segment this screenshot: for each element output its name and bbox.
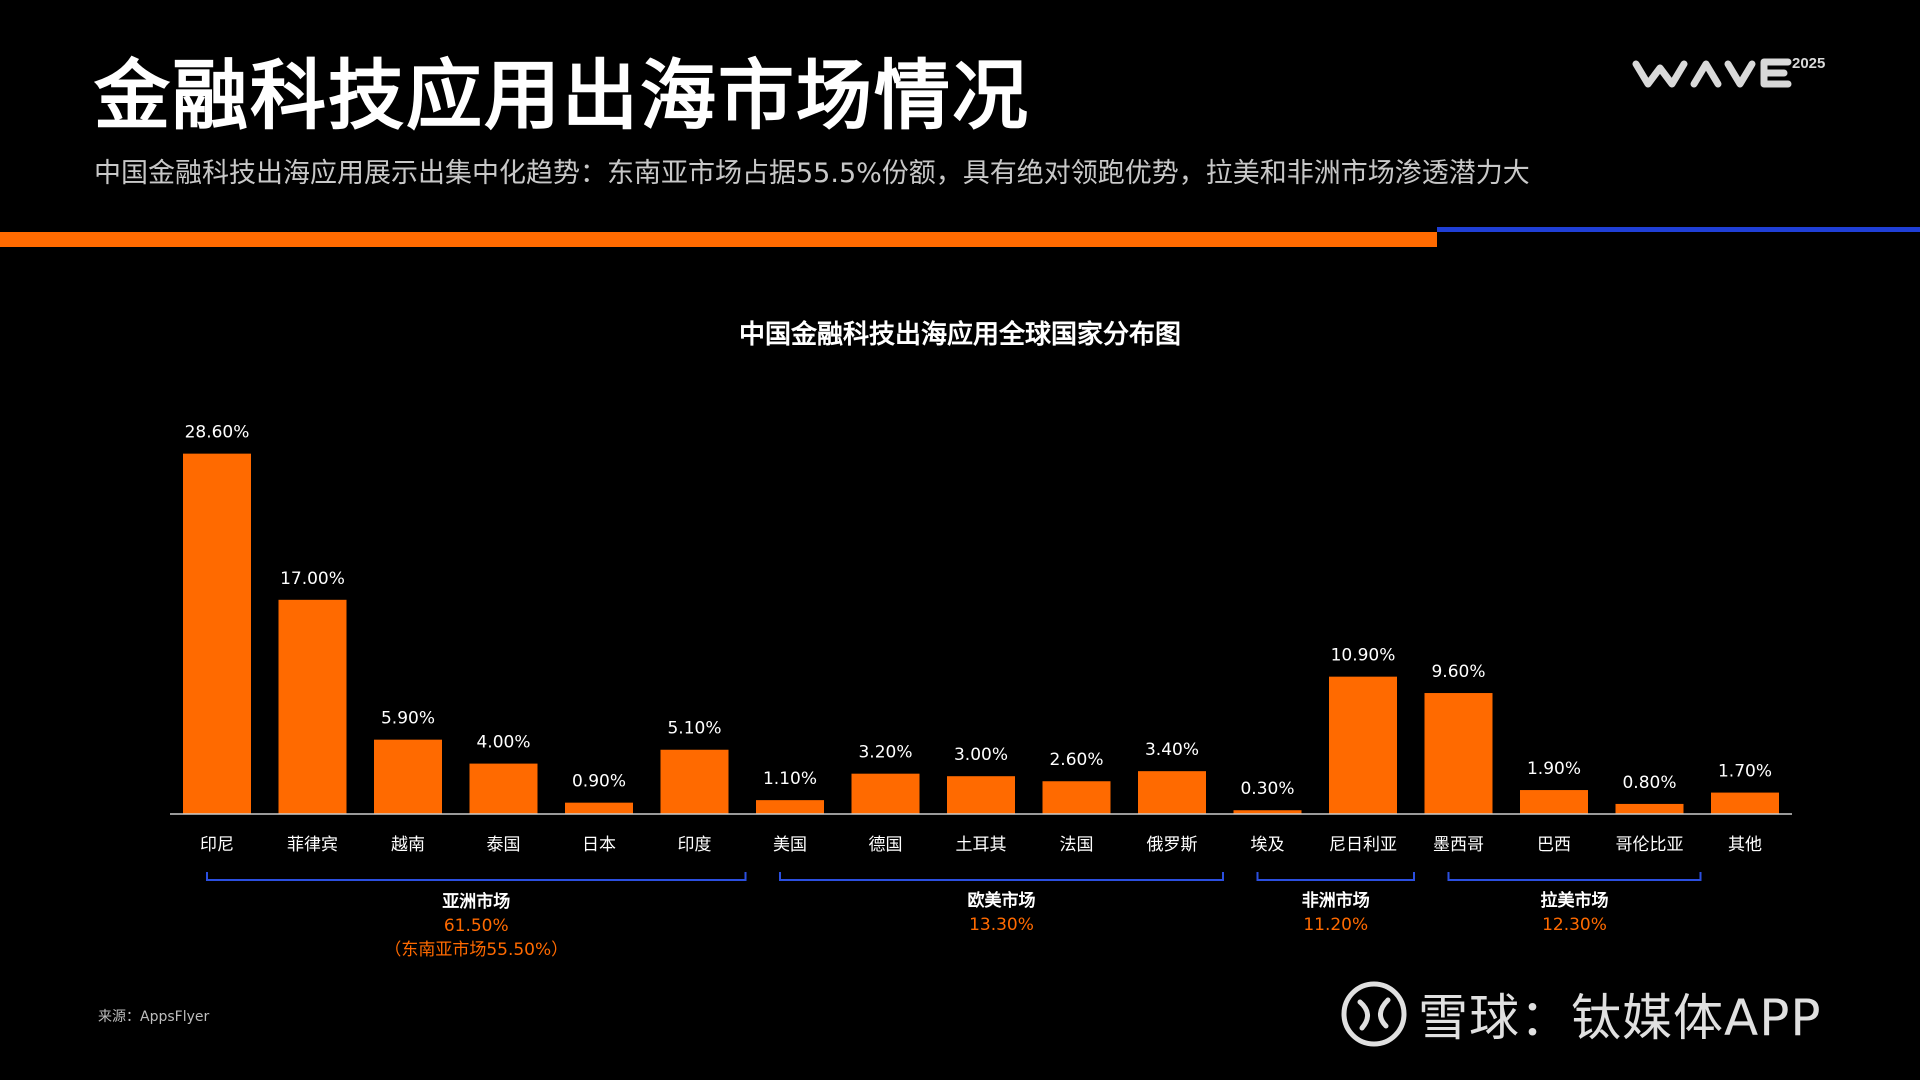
wave-logo: 2025 [1632,55,1825,88]
bar-16 [1615,803,1684,814]
value-label-14: 9.60% [1431,662,1485,682]
category-label-4: 泰国 [487,835,521,855]
value-label-7: 1.10% [763,769,817,789]
category-label-13: 尼日利亚 [1329,835,1397,855]
value-label-12: 0.30% [1240,779,1294,799]
category-label-2: 菲律宾 [287,835,338,855]
value-label-16: 0.80% [1622,773,1676,793]
bar-3 [374,739,442,814]
group-share-2: 13.30% [969,915,1034,935]
chart-title: 中国金融科技出海应用全球国家分布图 [738,320,1181,350]
bar-1 [183,453,251,814]
bar-13 [1329,676,1397,814]
category-label-3: 越南 [391,835,425,855]
group-bracket-2 [779,872,1224,881]
category-label-7: 美国 [773,835,807,855]
value-label-15: 1.90% [1527,759,1581,779]
group-bracket-3 [1256,872,1415,881]
wave-logo-year: 2025 [1792,55,1825,72]
bar-4 [469,763,538,814]
bar-17 [1711,792,1779,814]
group-share-3: 11.20% [1303,915,1368,935]
bar-6 [660,749,729,814]
snowball-logo-icon [1341,981,1407,1047]
category-label-12: 埃及 [1251,835,1285,855]
category-label-6: 印度 [678,835,712,855]
bar-8 [851,773,920,814]
watermark: 雪球：钛媒体APP [1340,981,1822,1047]
group-bracket-4 [1447,872,1702,881]
group-name-3: 非洲市场 [1302,890,1370,911]
value-label-17: 1.70% [1718,762,1772,782]
bar-chart: 28.60% 印尼 17.00% 菲律宾 5.90% 越南 4.00% 泰国 0.90% 日本 5.… [170,423,1792,960]
value-label-10: 2.60% [1049,750,1103,770]
group-name-2: 欧美市场 [968,890,1036,911]
bar-7 [756,800,824,814]
value-label-1: 28.60% [185,423,250,443]
value-label-3: 5.90% [381,709,435,729]
category-label-16: 哥伦比亚 [1616,835,1684,855]
value-label-13: 10.90% [1331,646,1396,666]
page-title: 金融科技应用出海市场情况 [94,51,1030,140]
category-label-10: 法国 [1060,835,1094,855]
bar-2 [278,599,347,814]
value-label-5: 0.90% [572,772,626,792]
orange-divider [0,232,1437,247]
bar-5 [565,802,633,814]
group-share-4: 12.30% [1542,915,1607,935]
category-label-5: 日本 [582,835,616,855]
value-label-4: 4.00% [476,733,530,753]
bar-11 [1138,771,1206,814]
group-share-1: 61.50% [444,916,509,936]
group-name-1: 亚洲市场 [442,891,510,912]
bar-14 [1424,693,1493,814]
group-note-1: （东南亚市场55.50%） [384,940,568,960]
category-label-9: 土耳其 [956,835,1007,855]
bar-15 [1520,790,1588,814]
value-label-6: 5.10% [667,719,721,739]
category-label-15: 巴西 [1537,835,1571,855]
value-label-8: 3.20% [858,743,912,763]
value-label-2: 17.00% [280,569,345,589]
category-label-14: 墨西哥 [1433,835,1484,855]
blue-divider [1437,227,1920,232]
page-subtitle: 中国金融科技出海应用展示出集中化趋势：东南亚市场占据55.5%份额，具有绝对领跑… [94,158,1530,189]
category-label-17: 其他 [1728,835,1762,855]
group-bracket-1 [206,872,747,881]
category-label-1: 印尼 [200,835,234,855]
group-name-4: 拉美市场 [1541,890,1609,911]
wave-logo-mark [1632,58,1792,88]
category-label-8: 德国 [869,835,903,855]
bar-9 [947,776,1015,814]
bar-12 [1233,810,1302,814]
value-label-9: 3.00% [954,745,1008,765]
watermark-text: 雪球：钛媒体APP [1418,989,1822,1047]
category-label-11: 俄罗斯 [1147,835,1198,855]
value-label-11: 3.40% [1145,740,1199,760]
source-note: 来源：AppsFlyer [98,1009,210,1025]
bar-10 [1042,781,1111,814]
